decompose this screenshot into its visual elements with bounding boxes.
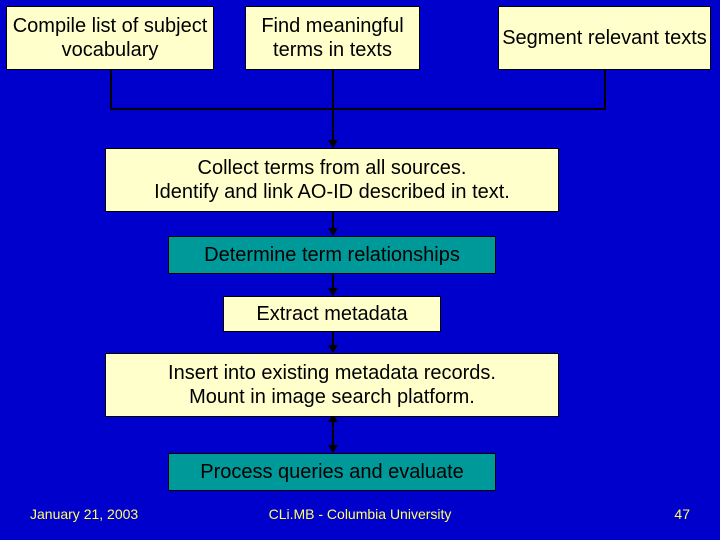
box-determine: Determine term relationships <box>168 236 496 274</box>
box-label: Segment relevant texts <box>502 26 707 50</box>
footer-center-text: CLi.MB - Columbia University <box>269 506 452 522</box>
footer-page-text: 47 <box>674 506 690 522</box>
arrow-icon <box>328 288 338 296</box>
arrow-icon <box>328 345 338 353</box>
connector <box>332 70 334 142</box>
connector <box>604 70 606 110</box>
box-collect: Collect terms from all sources. Identify… <box>105 148 559 212</box>
arrow-icon <box>328 445 338 453</box>
connector <box>110 108 605 110</box>
box-label: Determine term relationships <box>204 243 460 267</box>
connector <box>110 70 112 110</box>
box-extract: Extract metadata <box>223 296 441 332</box>
box-label: Insert into existing metadata records. M… <box>168 361 496 409</box>
box-label: Compile list of subject vocabulary <box>7 14 213 62</box>
box-segment: Segment relevant texts <box>498 6 711 70</box>
footer-page: 47 <box>674 506 690 522</box>
box-process: Process queries and evaluate <box>168 453 496 491</box>
arrow-icon <box>328 140 338 148</box>
box-label: Collect terms from all sources. Identify… <box>154 156 510 204</box>
box-insert: Insert into existing metadata records. M… <box>105 353 559 417</box>
box-find: Find meaningful terms in texts <box>245 6 420 70</box>
slide: Compile list of subject vocabulary Find … <box>0 0 720 540</box>
box-label: Process queries and evaluate <box>200 460 464 484</box>
box-label: Extract metadata <box>256 302 407 326</box>
arrow-icon <box>328 228 338 236</box>
box-compile: Compile list of subject vocabulary <box>6 6 214 70</box>
footer-center: CLi.MB - Columbia University <box>0 506 720 522</box>
box-label: Find meaningful terms in texts <box>246 14 419 62</box>
